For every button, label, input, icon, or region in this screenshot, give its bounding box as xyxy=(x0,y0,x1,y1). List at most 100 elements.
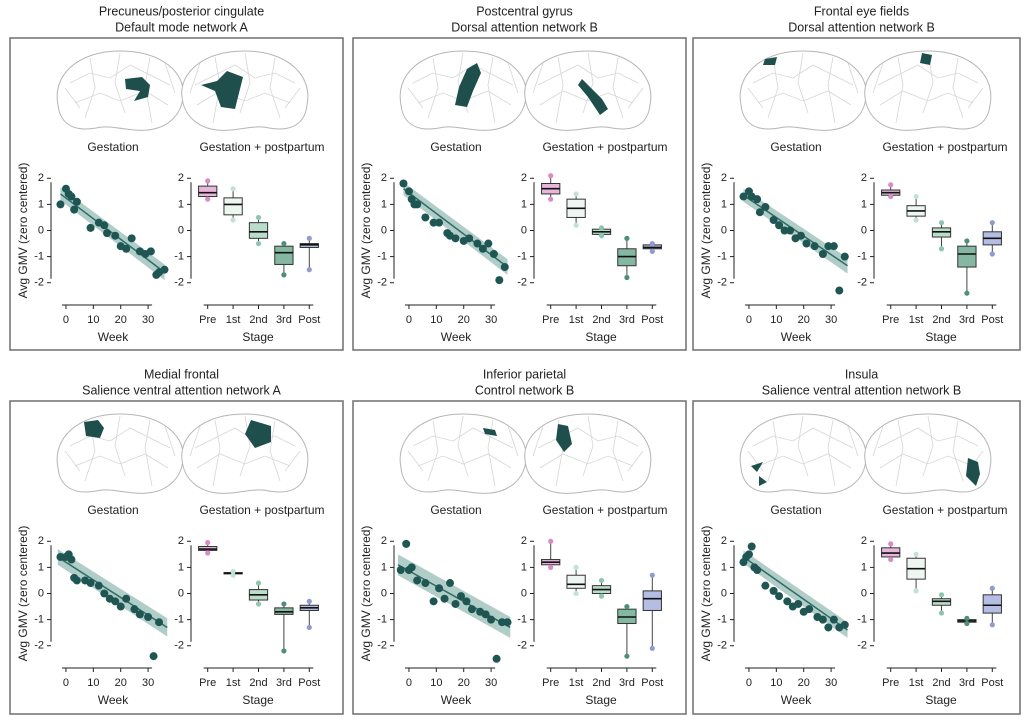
y-tick-label: -2 xyxy=(717,640,727,652)
point xyxy=(306,235,312,241)
y-tick-label: 1 xyxy=(721,561,727,573)
y-tick-label: 1 xyxy=(178,198,184,210)
y-tick-label: -2 xyxy=(857,277,867,289)
x-tick-label: 2nd xyxy=(249,314,267,326)
y-axis-label: Avg GMV (zero centered) xyxy=(359,163,373,299)
point xyxy=(964,615,970,621)
panel-frame xyxy=(352,37,687,351)
point xyxy=(548,564,554,570)
y-tick-label: 0 xyxy=(521,587,527,599)
x-tick-label: 1st xyxy=(226,677,241,689)
scatter-point xyxy=(446,579,455,588)
x-tick-label: 10 xyxy=(87,314,99,326)
point xyxy=(938,592,945,598)
scatter-point xyxy=(440,594,449,603)
point xyxy=(230,568,236,574)
x-tick-label: 0 xyxy=(406,677,412,689)
point xyxy=(255,580,262,586)
panel: Precuneus/posterior cingulate Default mod… xyxy=(9,4,344,351)
y-tick-label: 2 xyxy=(38,535,44,547)
x-tick-label: 1st xyxy=(226,314,241,326)
chart-title: Gestation + postpartum xyxy=(542,140,667,154)
y-tick-label: -2 xyxy=(34,277,44,289)
y-tick-label: 1 xyxy=(861,198,867,210)
scatter-point xyxy=(103,229,112,238)
point xyxy=(205,178,211,184)
scatter-point xyxy=(503,618,512,627)
scatter-point xyxy=(67,555,76,564)
y-tick-label: -2 xyxy=(717,277,727,289)
scatter-point xyxy=(160,265,169,274)
scatter-point xyxy=(413,200,422,209)
scatter-point xyxy=(122,594,131,603)
x-axis-label: Week xyxy=(441,330,472,344)
x-tick-label: Post xyxy=(981,677,1003,689)
scatter-point xyxy=(111,231,120,240)
panel: Postcentral gyrus Dorsal attention networ… xyxy=(352,4,687,351)
scatter-point xyxy=(435,218,444,227)
point xyxy=(255,601,262,607)
point xyxy=(624,274,630,281)
x-axis-label: Week xyxy=(98,330,129,344)
scatter-point xyxy=(761,203,770,211)
y-axis-label: Avg GMV (zero centered) xyxy=(699,163,713,299)
y-tick-label: 0 xyxy=(721,224,727,236)
scatter-point xyxy=(796,231,805,240)
point xyxy=(281,240,287,247)
brain xyxy=(56,413,184,494)
x-tick-label: 20 xyxy=(458,314,470,326)
panel-frame xyxy=(9,400,344,715)
y-tick-label: -1 xyxy=(857,614,867,626)
x-tick-label: 0 xyxy=(746,314,752,326)
x-axis-label: Week xyxy=(441,693,472,707)
scatter-point xyxy=(402,539,411,548)
x-tick-label: 3rd xyxy=(959,314,975,326)
point xyxy=(964,290,970,296)
box xyxy=(248,222,269,239)
y-tick-label: 1 xyxy=(521,198,527,210)
x-tick-label: 3rd xyxy=(619,314,635,326)
x-tick-label: 0 xyxy=(63,314,69,326)
x-tick-label: 2nd xyxy=(932,314,950,326)
scatter-point xyxy=(481,610,490,619)
point xyxy=(548,196,554,202)
point xyxy=(989,251,995,257)
scatter-point xyxy=(421,213,430,222)
panel-subtitle: Salience ventral attention network A xyxy=(82,383,281,397)
y-tick-label: -1 xyxy=(34,251,44,263)
y-tick-label: -1 xyxy=(517,614,527,626)
x-tick-label: Pre xyxy=(199,314,216,326)
x-tick-label: 2nd xyxy=(249,677,267,689)
y-tick-label: -2 xyxy=(174,277,184,289)
point xyxy=(598,233,605,239)
scatter-point xyxy=(396,566,405,574)
y-tick-label: 2 xyxy=(861,535,867,547)
scatter-point xyxy=(835,286,844,295)
y-tick-label: -1 xyxy=(377,614,387,626)
y-axis-label: Avg GMV (zero centered) xyxy=(359,526,373,662)
chart-title: Gestation xyxy=(770,140,821,154)
y-tick-label: 0 xyxy=(521,224,527,236)
point xyxy=(913,588,919,594)
x-axis-label: Stage xyxy=(585,330,617,344)
y-axis-label: Avg GMV (zero centered) xyxy=(16,526,30,662)
x-tick-label: 0 xyxy=(63,677,69,689)
x-tick-label: Pre xyxy=(882,314,899,326)
scatter-point xyxy=(70,205,79,214)
y-tick-label: 0 xyxy=(381,224,387,236)
scatter-point xyxy=(810,242,819,251)
x-axis-label: Week xyxy=(781,330,812,344)
chart-title: Gestation xyxy=(430,503,481,517)
scatter-point xyxy=(100,589,109,598)
scatter-point xyxy=(67,192,76,201)
brain xyxy=(524,50,652,131)
point xyxy=(888,541,894,547)
y-tick-label: 1 xyxy=(521,561,527,573)
box xyxy=(274,245,294,265)
y-tick-label: -2 xyxy=(517,640,527,652)
scatter-point xyxy=(753,566,762,574)
x-axis-label: Week xyxy=(98,693,129,707)
x-tick-label: 10 xyxy=(430,314,442,326)
scatter-point xyxy=(473,239,482,248)
